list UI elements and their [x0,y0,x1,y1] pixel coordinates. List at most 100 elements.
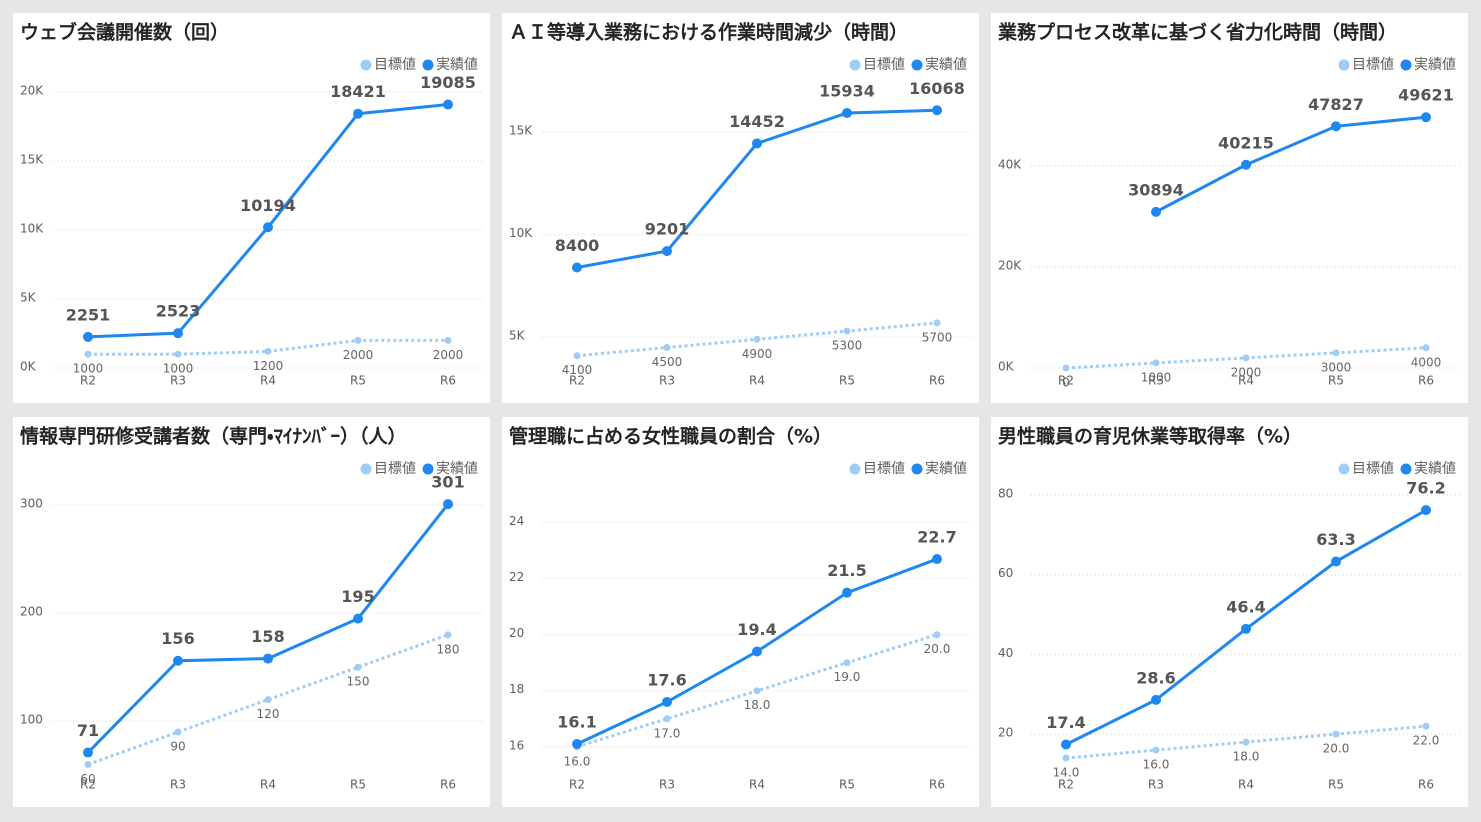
data-point [354,336,362,344]
data-label: 22.0 [1413,734,1440,748]
x-tick-label: R2 [1058,374,1074,388]
data-label: 17.0 [654,726,681,740]
x-tick-label: R2 [1058,778,1074,792]
data-label: 180 [437,642,460,656]
data-point [573,352,581,360]
data-label: 2000 [343,348,374,362]
data-label: 3000 [1321,360,1352,374]
data-label: 40215 [1218,133,1274,152]
legend-marker [1400,463,1412,475]
data-point [662,696,672,707]
y-tick-label: 24 [509,514,524,528]
y-tick-label: 20K [20,83,44,97]
data-point [932,105,942,116]
x-tick-label: R2 [80,778,96,792]
legend-label: 目標値 [863,461,905,477]
data-label: 1200 [253,359,284,373]
legend-label: 目標値 [374,461,416,477]
data-label: 18.0 [1233,750,1260,764]
data-point [174,350,182,358]
data-label: 71 [77,721,99,740]
data-point [572,262,582,273]
data-point [842,587,852,598]
data-label: 16.1 [557,712,596,731]
y-tick-label: 80 [998,486,1013,500]
data-point [173,328,183,339]
x-tick-label: R6 [929,778,945,792]
data-point [842,108,852,119]
data-label: 120 [257,707,280,721]
x-tick-label: R6 [929,374,945,388]
series-line [87,633,449,766]
data-point [1332,349,1340,357]
data-label: 76.2 [1406,479,1445,498]
legend-label: 目標値 [1352,461,1394,477]
data-label: 14.0 [1053,766,1080,780]
data-point [263,653,273,664]
x-tick-label: R2 [80,374,96,388]
data-point [1242,738,1250,746]
x-tick-label: R5 [1328,374,1344,388]
legend-label: 実績値 [436,57,478,73]
data-label: 46.4 [1226,597,1265,616]
data-label: 1000 [1141,370,1172,384]
data-point [662,246,672,257]
legend-marker [1400,59,1412,71]
legend-marker [849,463,861,475]
data-label: 2251 [66,305,111,324]
data-label: 19085 [420,73,476,92]
data-point [443,499,453,510]
data-label: 30894 [1128,180,1184,199]
data-point [1332,730,1340,738]
chart-title: 情報専門研修受講者数（専門・ﾏｲﾅﾝﾊﾞｰ）（人） [20,425,406,448]
x-tick-label: R4 [749,374,765,388]
legend-label: 目標値 [863,57,905,73]
data-label: 49621 [1398,86,1454,105]
data-label: 2523 [156,302,201,321]
y-tick-label: 60 [998,566,1013,580]
legend-label: 目標値 [374,57,416,73]
panel-background [13,417,490,807]
y-tick-label: 16 [509,738,524,752]
data-label: 18421 [330,82,386,101]
data-label: 16.0 [564,754,591,768]
x-tick-label: R2 [569,778,585,792]
chart-title: 業務プロセス改革に基づく省力化時間（時間） [997,21,1397,44]
data-point [354,663,362,671]
data-point [1422,344,1430,352]
data-point [752,138,762,149]
data-point [752,646,762,657]
y-tick-label: 15K [20,152,44,166]
data-point [572,738,582,749]
data-point [444,336,452,344]
legend-marker [911,463,923,475]
data-point [1151,206,1161,217]
x-tick-label: R3 [170,374,186,388]
panel-background [502,417,979,807]
y-tick-label: 20 [509,626,524,640]
legend-label: 実績値 [925,57,967,73]
x-tick-label: R6 [1418,374,1434,388]
data-point [83,747,93,758]
y-tick-label: 300 [20,497,43,511]
legend-marker [422,463,434,475]
legend-marker [422,59,434,71]
data-label: 28.6 [1136,668,1175,687]
chart-title: ＡＩ等導入業務における作業時間減少（時間） [509,21,908,44]
data-label: 4500 [652,355,683,369]
data-point [843,659,851,667]
data-label: 20.0 [924,642,951,656]
data-label: 1000 [163,362,194,376]
data-point [663,715,671,723]
data-label: 4000 [1411,355,1442,369]
data-label: 60 [80,772,95,786]
data-point [1242,354,1250,362]
data-point [1331,121,1341,132]
legend-label: 実績値 [925,461,967,477]
legend-label: 実績値 [436,461,478,477]
data-point [1152,746,1160,754]
x-tick-label: R3 [659,374,675,388]
data-point [932,554,942,565]
chart-title: 管理職に占める女性職員の割合（%） [509,425,832,448]
